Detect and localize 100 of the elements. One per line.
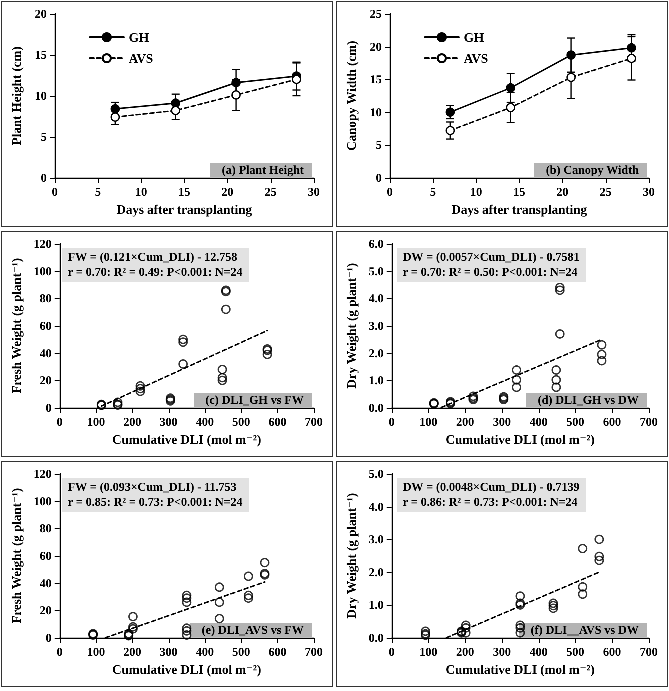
point	[512, 382, 522, 392]
y-axis-title: Dry Weight (g plant⁻¹)	[344, 263, 359, 389]
y-tick-label: 40	[40, 576, 52, 590]
y-axis-title: Fresh Weight (g plant⁻¹)	[9, 488, 24, 624]
point	[218, 373, 228, 383]
x-tick-label: 600	[603, 645, 622, 659]
y-tick-label: 100	[34, 494, 52, 508]
annotation: (c) DLI_GH vs FW	[194, 393, 312, 407]
legend-label: GH	[129, 30, 150, 45]
x-tick-label: 400	[530, 415, 548, 429]
point	[578, 544, 588, 554]
annotation: DW = (0.0057×Cum_DLI) - 0.7581	[403, 250, 580, 265]
x-tick-label: 0	[56, 645, 63, 659]
point	[555, 330, 565, 339]
point	[218, 376, 228, 386]
point	[578, 582, 588, 592]
x-tick-label: 0	[388, 415, 395, 429]
x-tick-label: 15	[514, 185, 526, 199]
x-tick-label: 100	[420, 415, 438, 429]
x-tick-label: 400	[196, 645, 214, 659]
annotation: r = 0.85: R² = 0.73: P<0.001: N=24	[68, 495, 243, 510]
point	[506, 103, 516, 112]
x-tick-label: 300	[493, 415, 512, 429]
y-tick-label: 100	[34, 264, 52, 278]
x-tick-label: 30	[308, 185, 320, 199]
x-tick-label: 5	[95, 185, 102, 199]
point	[555, 283, 565, 292]
x-tick-label: 500	[232, 415, 250, 429]
y-tick-label: 15	[370, 72, 382, 87]
point	[182, 598, 192, 608]
y-tick-label: 60	[40, 319, 52, 333]
y-tick-label: 0	[41, 171, 47, 185]
x-tick-label: 700	[640, 645, 658, 659]
x-tick-label: 700	[640, 415, 658, 429]
point	[292, 74, 302, 84]
point	[260, 558, 270, 568]
y-tick-label: 1.0	[368, 598, 384, 612]
x-axis-title: Days after transplanting	[116, 202, 253, 217]
x-tick-label: 15	[178, 185, 190, 199]
x-tick-label: 20	[556, 185, 569, 199]
y-tick-label: 0.0	[368, 401, 384, 415]
x-tick-label: 10	[470, 185, 482, 199]
x-tick-label: 300	[493, 645, 512, 659]
point	[566, 72, 576, 82]
point	[136, 384, 146, 394]
x-tick-label: 200	[124, 415, 142, 429]
point	[516, 623, 526, 633]
point	[182, 626, 192, 636]
point	[214, 582, 224, 592]
annotation: r = 0.86: R² = 0.73: P<0.001: N=24	[403, 495, 579, 510]
annotation: DW = (0.0048×Cum_DLI) - 0.7139	[403, 480, 580, 495]
point	[594, 534, 604, 544]
x-tick-label: 600	[603, 415, 622, 429]
point	[516, 620, 526, 630]
point	[110, 112, 120, 122]
point	[214, 614, 224, 624]
y-tick-label: 15	[35, 48, 47, 62]
point	[128, 624, 138, 634]
point	[461, 628, 471, 638]
x-tick-label: 0	[56, 415, 63, 429]
y-tick-label: 40	[40, 346, 52, 360]
x-tick-label: 700	[305, 415, 323, 429]
point	[506, 83, 516, 93]
point	[182, 590, 192, 600]
y-tick-label: 25	[370, 7, 382, 21]
y-tick-label: 2.0	[368, 565, 384, 580]
y-axis-title: Canopy Width (cm)	[344, 40, 359, 152]
x-tick-label: 100	[87, 645, 106, 659]
y-tick-label: 1.0	[368, 374, 384, 388]
point	[244, 594, 254, 604]
point	[552, 375, 562, 385]
point	[446, 126, 456, 136]
point	[244, 572, 254, 582]
point	[136, 386, 146, 396]
x-tick-label: 300	[160, 415, 178, 429]
point	[555, 286, 565, 296]
y-tick-label: 0	[46, 401, 52, 415]
point	[178, 334, 188, 344]
legend-label: GH	[464, 30, 484, 45]
legend-label: AVS	[129, 51, 154, 66]
point	[171, 98, 181, 108]
point	[578, 590, 588, 600]
point	[512, 366, 522, 375]
point	[232, 78, 241, 88]
x-tick-label: 400	[530, 645, 548, 659]
y-tick-label: 2.0	[368, 346, 384, 360]
x-tick-label: 300	[160, 645, 178, 659]
x-tick-label: 5	[430, 185, 436, 199]
point	[516, 628, 526, 638]
point	[214, 598, 224, 608]
x-tick-label: 100	[420, 645, 438, 659]
y-tick-label: 20	[35, 7, 47, 21]
x-axis-title: Cumulative DLI (mol m⁻²)	[446, 662, 595, 677]
annotation: (f) DLI__AVS vs DW	[518, 623, 647, 637]
point	[178, 360, 188, 369]
annotation: r = 0.70: R² = 0.50: P<0.001: N=24	[403, 265, 579, 280]
x-tick-label: 100	[87, 415, 106, 429]
y-tick-label: 0	[376, 171, 382, 185]
point	[548, 604, 558, 614]
point	[461, 623, 471, 633]
